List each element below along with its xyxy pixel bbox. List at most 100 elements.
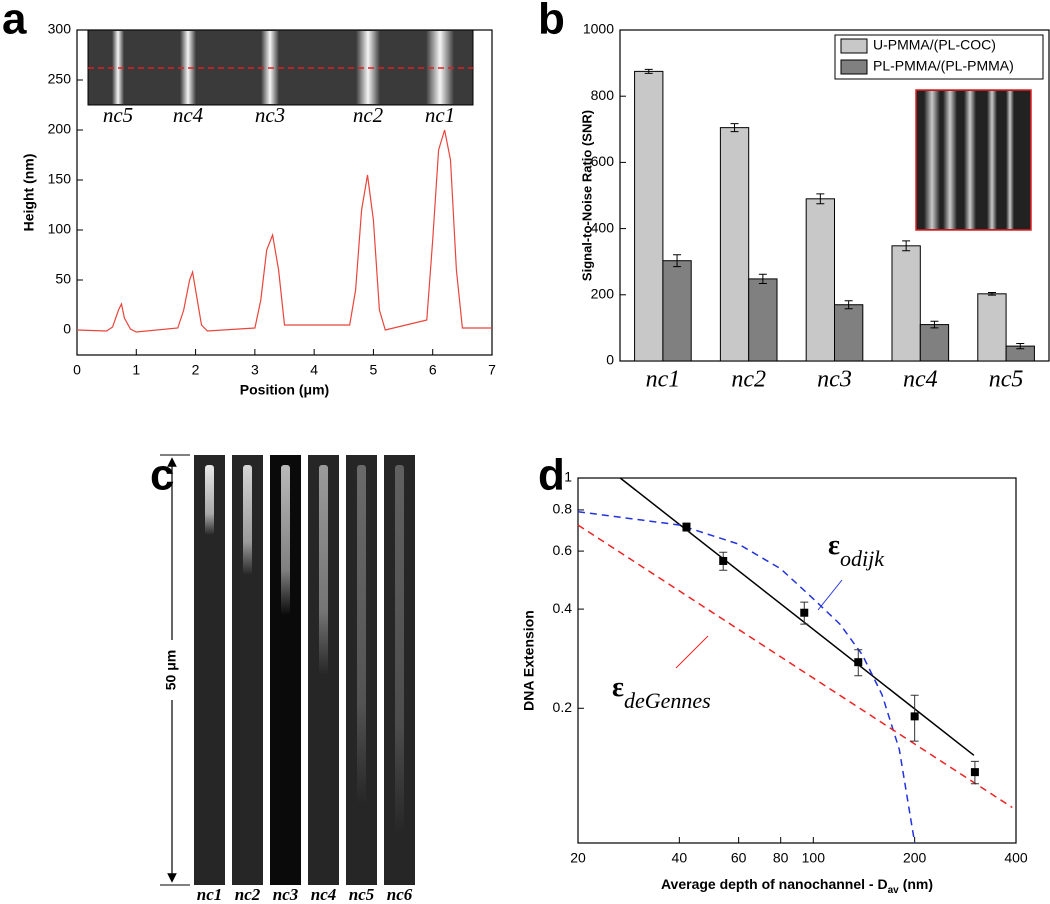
x-tick-label: 7	[488, 362, 496, 378]
strip-label: nc3	[273, 885, 299, 904]
inset-label: nc2	[353, 103, 384, 127]
panel-label: b	[538, 0, 565, 44]
x-tick-label: 200	[903, 850, 927, 866]
y-tick-label: 0.6	[553, 542, 573, 558]
panel-label: a	[2, 0, 27, 44]
x-tick-label: 40	[672, 850, 688, 866]
bar	[748, 278, 778, 362]
strip-label: nc1	[197, 885, 223, 904]
y-tick-label: 400	[591, 219, 615, 235]
y-tick-label: 100	[48, 221, 72, 237]
y-tick-label: 150	[48, 171, 72, 187]
x-axis-label: Position (μm)	[240, 382, 329, 398]
inset-streak	[943, 91, 957, 229]
data-point	[854, 658, 863, 667]
dna-streak	[319, 465, 328, 675]
dna-streak	[395, 465, 404, 835]
strip-label: nc4	[311, 885, 337, 904]
legend-label: PL-PMMA/(PL-PMMA)	[873, 58, 1014, 74]
x-tick-label: nc1	[646, 367, 681, 393]
inset-streak	[924, 91, 940, 229]
dna-streak	[357, 465, 366, 805]
inset-label: nc5	[103, 103, 133, 127]
inset-streak	[964, 91, 976, 229]
inset-streak	[987, 91, 997, 229]
strip-label: nc5	[349, 885, 375, 904]
y-tick-label: 0	[63, 321, 71, 337]
legend-swatch	[840, 59, 868, 75]
y-tick-label: 0.2	[553, 699, 573, 715]
x-axis-label-sub: av	[888, 885, 900, 896]
error-bar	[930, 320, 939, 329]
x-tick-label: 0	[73, 362, 81, 378]
annotation-pointer	[675, 635, 709, 669]
legend-label: U-PMMA/(PL-COC)	[873, 37, 996, 53]
y-axis-label: DNA Extension	[521, 610, 537, 711]
dna-streak	[281, 465, 290, 615]
annotation: εodijk	[828, 530, 885, 570]
bar	[919, 324, 950, 362]
dna-streak	[243, 465, 252, 575]
inset-label: nc3	[255, 103, 285, 127]
profile-line	[76, 129, 492, 333]
error-bar	[673, 254, 682, 268]
panel-label: d	[538, 451, 565, 500]
annotation: εdeGennes	[612, 672, 711, 712]
x-tick-label: nc3	[817, 367, 852, 393]
annotation-sub: deGennes	[624, 688, 711, 713]
error-bar	[1016, 342, 1025, 350]
error-bar	[844, 300, 853, 310]
y-tick-label: 0.4	[553, 600, 573, 616]
error-bar	[816, 193, 825, 205]
y-tick-label: 800	[591, 87, 615, 103]
bar	[634, 70, 664, 362]
bar	[719, 127, 750, 362]
error-bar	[902, 240, 911, 252]
annotation-symbol: ε	[828, 530, 840, 561]
bar	[805, 198, 835, 362]
y-tick-label: 250	[48, 71, 72, 87]
data-point	[970, 768, 979, 777]
x-tick-label: nc2	[731, 367, 766, 393]
data-point	[682, 523, 691, 532]
y-tick-label: 1000	[583, 21, 614, 37]
x-axis-label-main: Average depth of nanochannel - D	[661, 876, 888, 892]
legend-swatch	[840, 38, 868, 54]
dna-streak	[205, 465, 214, 535]
x-tick-label: 80	[773, 850, 789, 866]
error-bar	[644, 68, 653, 74]
panel-label: c	[150, 451, 174, 500]
x-tick-label: 20	[570, 850, 586, 866]
bar	[834, 304, 864, 362]
inset-streak	[1006, 91, 1014, 229]
y-tick-label: 0	[606, 352, 614, 368]
y-tick-label: 1	[564, 469, 572, 485]
data-point	[719, 556, 728, 565]
y-tick-label: 200	[591, 286, 615, 302]
y-axis-label: Signal-to-Noise Ratio (SNR)	[579, 110, 594, 281]
fit-line	[619, 477, 975, 756]
error-bar	[758, 273, 767, 285]
strip-label: nc6	[387, 885, 413, 904]
fit-line	[577, 510, 916, 844]
x-tick-label: 100	[802, 850, 826, 866]
x-tick-label: 400	[1004, 850, 1028, 866]
y-tick-label: 200	[48, 121, 72, 137]
annotation-pointer	[817, 579, 843, 611]
x-tick-label: 60	[731, 850, 747, 866]
y-tick-label: 50	[55, 271, 71, 287]
y-axis-label: Height (nm)	[21, 154, 37, 232]
bar	[662, 260, 692, 362]
y-tick-label: 300	[48, 21, 72, 37]
x-tick-label: nc4	[903, 367, 938, 393]
bar	[977, 293, 1007, 362]
x-tick-label: 5	[370, 362, 378, 378]
y-tick-label: 0.8	[553, 501, 573, 517]
legend-box	[834, 34, 1044, 80]
data-point	[910, 712, 919, 721]
x-tick-label: 4	[310, 362, 318, 378]
x-tick-label: 6	[429, 362, 437, 378]
inset-label: nc4	[173, 103, 204, 127]
data-point	[800, 608, 809, 617]
